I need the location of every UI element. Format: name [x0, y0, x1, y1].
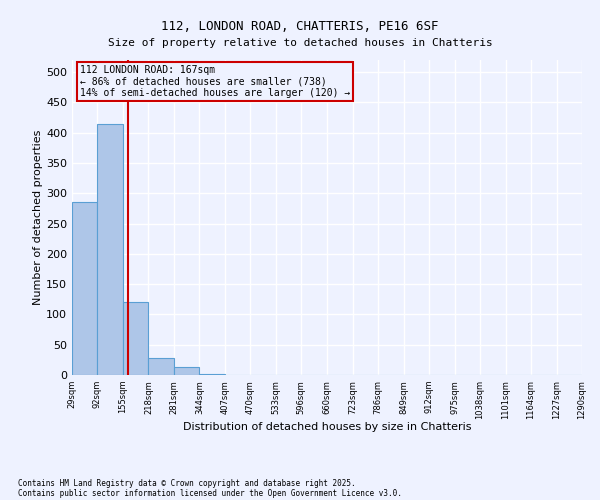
- Bar: [174, 366, 199, 375]
- Text: Size of property relative to detached houses in Chatteris: Size of property relative to detached ho…: [107, 38, 493, 48]
- Bar: [148, 358, 174, 375]
- X-axis label: Distribution of detached houses by size in Chatteris: Distribution of detached houses by size …: [183, 422, 471, 432]
- Text: 112, LONDON ROAD, CHATTERIS, PE16 6SF: 112, LONDON ROAD, CHATTERIS, PE16 6SF: [161, 20, 439, 33]
- Bar: [72, 202, 97, 375]
- Y-axis label: Number of detached properties: Number of detached properties: [33, 130, 43, 305]
- Text: Contains public sector information licensed under the Open Government Licence v3: Contains public sector information licen…: [18, 488, 402, 498]
- Bar: [123, 302, 148, 375]
- Text: 112 LONDON ROAD: 167sqm
← 86% of detached houses are smaller (738)
14% of semi-d: 112 LONDON ROAD: 167sqm ← 86% of detache…: [80, 64, 350, 98]
- Text: Contains HM Land Registry data © Crown copyright and database right 2025.: Contains HM Land Registry data © Crown c…: [18, 478, 356, 488]
- Bar: [97, 124, 123, 375]
- Bar: [199, 374, 225, 375]
